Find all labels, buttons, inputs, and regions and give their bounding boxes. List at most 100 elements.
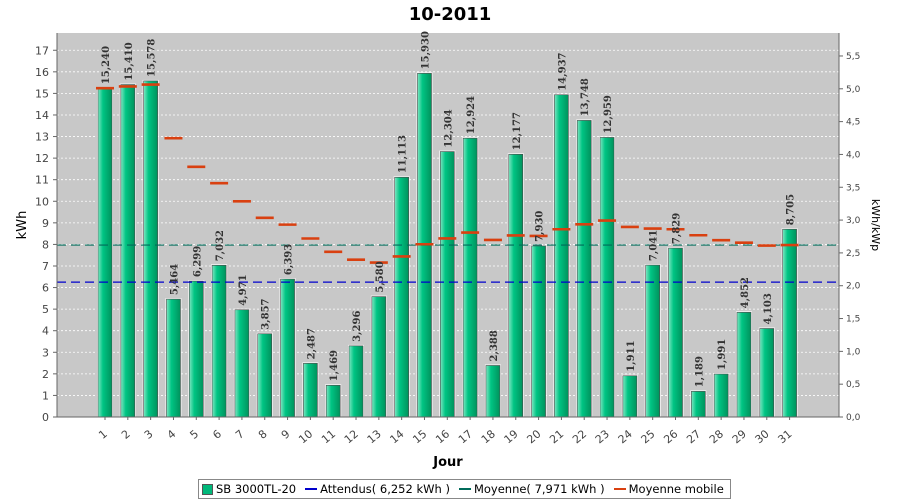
- y2-tick-label: 2,0: [846, 282, 861, 292]
- bars: [97, 72, 798, 418]
- y-tick-label: 6: [42, 282, 49, 295]
- x-tick-label: 14: [388, 427, 407, 446]
- bar: [668, 247, 683, 418]
- bar: [166, 298, 181, 418]
- bar-value-label: 3,857: [261, 298, 272, 329]
- bar: [759, 328, 775, 418]
- x-tick-label: 6: [210, 427, 224, 441]
- chart-title: 10-2011: [408, 4, 492, 25]
- bar: [622, 375, 638, 418]
- bar-value-label: 12,304: [443, 109, 454, 147]
- x-tick-label: 20: [524, 427, 543, 446]
- legend-label-attendus: Attendus( 6,252 kWh ): [320, 482, 450, 496]
- x-tick-label: 28: [707, 427, 726, 446]
- bar: [485, 365, 501, 418]
- bar: [508, 154, 524, 418]
- y2-tick-label: 5,5: [846, 52, 860, 62]
- y-tick-label: 12: [35, 152, 49, 165]
- bar-value-label: 7,032: [215, 230, 226, 261]
- x-tick-label: 1: [96, 427, 110, 441]
- bar: [234, 309, 250, 418]
- bar: [325, 385, 341, 418]
- x-tick-label: 18: [479, 427, 498, 446]
- bar: [736, 312, 752, 418]
- x-tick-label: 4: [165, 427, 179, 441]
- x-tick-label: 31: [775, 427, 794, 446]
- x-tick-label: 13: [365, 427, 384, 446]
- x-tick-label: 22: [570, 427, 589, 446]
- y-tick-label: 10: [35, 195, 49, 208]
- legend-label-production: SB 3000TL-20: [216, 482, 297, 496]
- bar-value-label: 4,971: [238, 274, 249, 305]
- x-tick-label: 10: [296, 427, 315, 446]
- legend-label-moyenne-mobile: Moyenne mobile: [628, 482, 724, 496]
- bar: [303, 363, 318, 418]
- bar: [691, 391, 706, 418]
- y-tick-label: 2: [42, 368, 49, 381]
- y-tick-label: 9: [42, 217, 49, 230]
- x-tick-label: 26: [661, 427, 680, 446]
- x-tick-label: 8: [256, 427, 270, 441]
- y-tick-label: 1: [42, 389, 49, 402]
- x-tick-label: 21: [547, 427, 566, 446]
- x-tick-label: 5: [187, 427, 201, 441]
- bar-value-label: 15,240: [101, 46, 112, 84]
- x-tick-label: 2: [119, 427, 133, 441]
- y2-tick-label: 5,0: [846, 85, 861, 95]
- moving-average: [96, 83, 799, 264]
- y-tick-label: 17: [35, 44, 49, 57]
- legend-swatch-production: [202, 483, 213, 495]
- x-tick-label: 17: [456, 427, 475, 446]
- bar: [211, 264, 227, 418]
- bar-value-label: 15,930: [420, 31, 431, 69]
- bar-value-label: 13,748: [580, 78, 591, 116]
- y2-tick-label: 4,5: [846, 118, 860, 128]
- y-tick-label: 7: [42, 260, 49, 273]
- bar-value-label: 6,299: [192, 246, 203, 277]
- y2-tick-label: 4,0: [846, 150, 861, 160]
- bar: [143, 80, 158, 418]
- y2-tick-label: 2,5: [846, 249, 860, 259]
- x-tick-label: 25: [639, 427, 658, 446]
- x-tick-label: 15: [410, 427, 429, 446]
- bar-value-label: 7,041: [649, 230, 660, 261]
- y2-axis-label: kWh/kWp: [869, 199, 882, 251]
- bar-value-label: 14,937: [557, 52, 568, 90]
- y-tick-label: 4: [42, 325, 49, 338]
- bar-value-label: 7,829: [672, 213, 683, 244]
- bar-value-labels: 15,240 15,410 15,578 5,464 6,299 7,032 4,971 3,…: [101, 31, 797, 387]
- bar-value-label: 7,930: [535, 211, 546, 242]
- y-tick-label: 13: [35, 131, 49, 144]
- y2-tick-label: 1,0: [846, 347, 861, 357]
- bar: [439, 151, 455, 418]
- bar-value-label: 5,464: [169, 264, 180, 295]
- bar-value-label: 1,991: [717, 339, 728, 370]
- bar: [782, 228, 797, 418]
- x-tick-label: 19: [502, 427, 521, 446]
- x-tick-label: 23: [593, 427, 612, 446]
- x-tick-label: 9: [279, 427, 293, 441]
- bar-value-label: 15,578: [147, 39, 158, 77]
- bar-value-label: 2,388: [489, 330, 500, 361]
- y-tick-label: 14: [35, 109, 49, 122]
- legend-item-attendus: Attendus( 6,252 kWh ): [305, 482, 450, 496]
- bar: [348, 345, 364, 418]
- legend-item-moyenne-mobile: Moyenne mobile: [613, 482, 724, 496]
- y-tick-label: 3: [42, 346, 49, 359]
- x-tick-label: 27: [684, 427, 703, 446]
- bar: [280, 278, 295, 418]
- bar: [120, 84, 136, 418]
- legend-swatch-attendus: [305, 488, 318, 490]
- y2-tick-label: 3,5: [846, 183, 860, 193]
- x-axis-label: Jour: [432, 455, 463, 470]
- legend-item-moyenne: Moyenne( 7,971 kWh ): [458, 482, 605, 496]
- bar-value-label: 11,113: [398, 135, 409, 173]
- bar-value-label: 15,410: [124, 42, 135, 80]
- x-tick-label: 24: [616, 427, 635, 446]
- x-tick-label: 30: [753, 427, 772, 446]
- x-tick-label: 11: [319, 427, 338, 446]
- legend-item-production: SB 3000TL-20: [202, 482, 296, 496]
- y2-tick-label: 0,5: [846, 380, 860, 390]
- y-axis-label: kWh: [15, 211, 30, 240]
